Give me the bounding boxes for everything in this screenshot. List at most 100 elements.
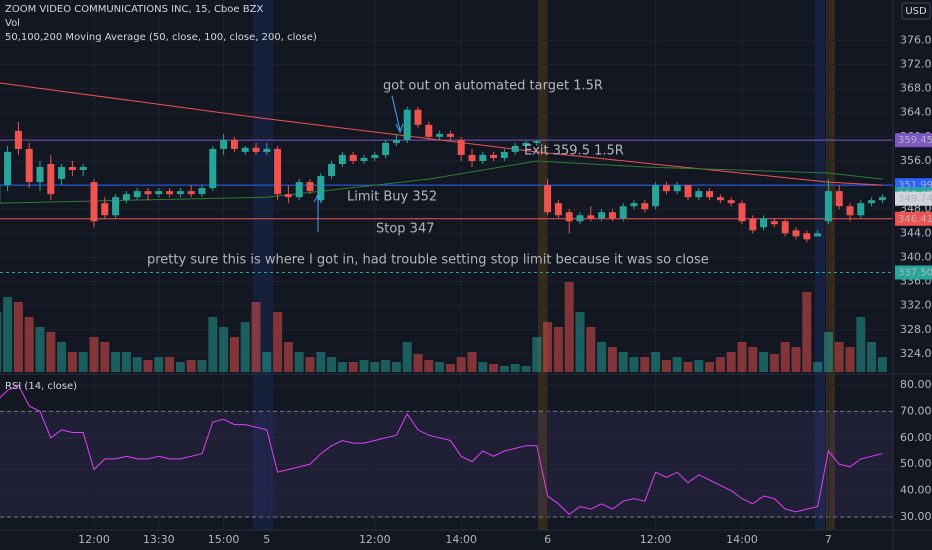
candle-body: [112, 197, 120, 216]
volume-bar: [35, 327, 45, 372]
x-tick-label: 13:30: [143, 533, 175, 546]
candle-body: [835, 191, 843, 207]
currency[interactable]: USD: [905, 6, 927, 17]
volume-bar: [705, 362, 715, 372]
y-tick-label: 376.00: [900, 33, 932, 46]
volume-bar: [467, 352, 477, 372]
candle-body: [338, 154, 346, 164]
x-tick-label: 15:00: [208, 533, 240, 546]
candle-body: [371, 154, 379, 158]
candle-body: [673, 185, 681, 192]
volume-bar: [877, 357, 887, 372]
volume-bar: [143, 360, 153, 372]
volume-bar: [100, 342, 110, 372]
moving-average: [0, 160, 883, 204]
candle-body: [479, 154, 487, 161]
volume-bar: [186, 360, 196, 372]
volume-bar: [327, 357, 337, 372]
candle-body: [522, 142, 530, 146]
volume-bar: [46, 332, 56, 372]
price-label: 351.99: [898, 180, 932, 191]
candle-body: [770, 221, 778, 225]
y-tick-label: 372.00: [900, 58, 932, 71]
candle-body: [652, 185, 660, 207]
x-tick-label: 5: [263, 533, 270, 546]
volume-bar: [759, 352, 769, 372]
candle-body: [241, 147, 249, 152]
candle-body: [209, 148, 217, 189]
volume-bar: [445, 364, 455, 372]
x-tick-label: 6: [544, 533, 551, 546]
candle-body: [695, 191, 703, 198]
volume-bar: [618, 352, 628, 372]
marks: [0, 82, 893, 516]
volume-bar: [359, 360, 369, 372]
candle-body: [706, 191, 714, 198]
volume-bar: [510, 364, 520, 372]
rsi-tick-label: 60.00: [900, 431, 932, 444]
candle-body: [25, 148, 33, 183]
price-label-box: [895, 211, 932, 226]
candle-body: [58, 167, 66, 180]
volume-bar: [845, 347, 855, 372]
candle-body: [727, 200, 735, 204]
rsi-tick-label: 40.00: [900, 484, 932, 497]
candle-body: [284, 194, 292, 198]
candle-body: [47, 163, 55, 195]
volume-bar: [661, 360, 671, 372]
volume-bar: [867, 342, 877, 372]
candle-body: [306, 182, 314, 192]
candle-body: [490, 154, 498, 158]
candle-body: [533, 141, 541, 143]
candle-body: [457, 139, 465, 155]
arrow: [391, 95, 404, 134]
candle-body: [122, 194, 130, 201]
volume-bar: [413, 354, 423, 372]
candle-body: [133, 191, 141, 198]
candle-body: [878, 197, 886, 201]
volume-bar: [597, 342, 607, 372]
volume-bar: [564, 282, 574, 372]
volume-bar: [823, 332, 833, 372]
volume-bar: [154, 357, 164, 372]
volume-bar: [67, 352, 77, 372]
volume-label: Vol: [5, 18, 20, 29]
volume-bar: [456, 357, 466, 372]
volume-bar: [240, 322, 250, 372]
candle-body: [187, 191, 195, 195]
volume-bar: [553, 327, 563, 372]
arrows: [313, 95, 404, 232]
candle-body: [824, 191, 832, 222]
volume-bar: [294, 352, 304, 372]
volume-bar: [489, 364, 499, 372]
volume-bar: [813, 362, 823, 372]
volume-bar: [780, 342, 790, 372]
volume-bar: [111, 352, 121, 372]
candle-body: [36, 167, 44, 183]
volume-bar: [834, 342, 844, 372]
candle-body: [868, 200, 876, 204]
rsi-tick-label: 70.00: [900, 404, 932, 417]
volume-bar: [586, 327, 596, 372]
candle-body: [101, 203, 109, 216]
volume-bar: [89, 337, 99, 372]
candle-body: [263, 148, 271, 152]
annotation: pretty sure this is where I got in, had …: [147, 253, 709, 268]
volume-bar: [435, 362, 445, 372]
y-tick-label: 364.00: [900, 106, 932, 119]
volume-bar: [402, 342, 412, 372]
session-band: [253, 0, 273, 530]
annotation: Exit 359.5 1.5R: [524, 144, 624, 159]
x-tick-label: 14:00: [445, 533, 477, 546]
y-tick-label: 344.00: [900, 226, 932, 239]
currency-box[interactable]: [901, 2, 931, 20]
volume-bar: [208, 317, 218, 372]
candle-body: [468, 154, 476, 161]
candle-body: [414, 109, 422, 125]
volume-bar: [197, 360, 207, 372]
candle-body: [425, 124, 433, 137]
price-label-box: [895, 265, 932, 280]
grid: [0, 0, 893, 530]
x-tick-label: 12:00: [359, 533, 391, 546]
volume-bar: [499, 366, 509, 372]
